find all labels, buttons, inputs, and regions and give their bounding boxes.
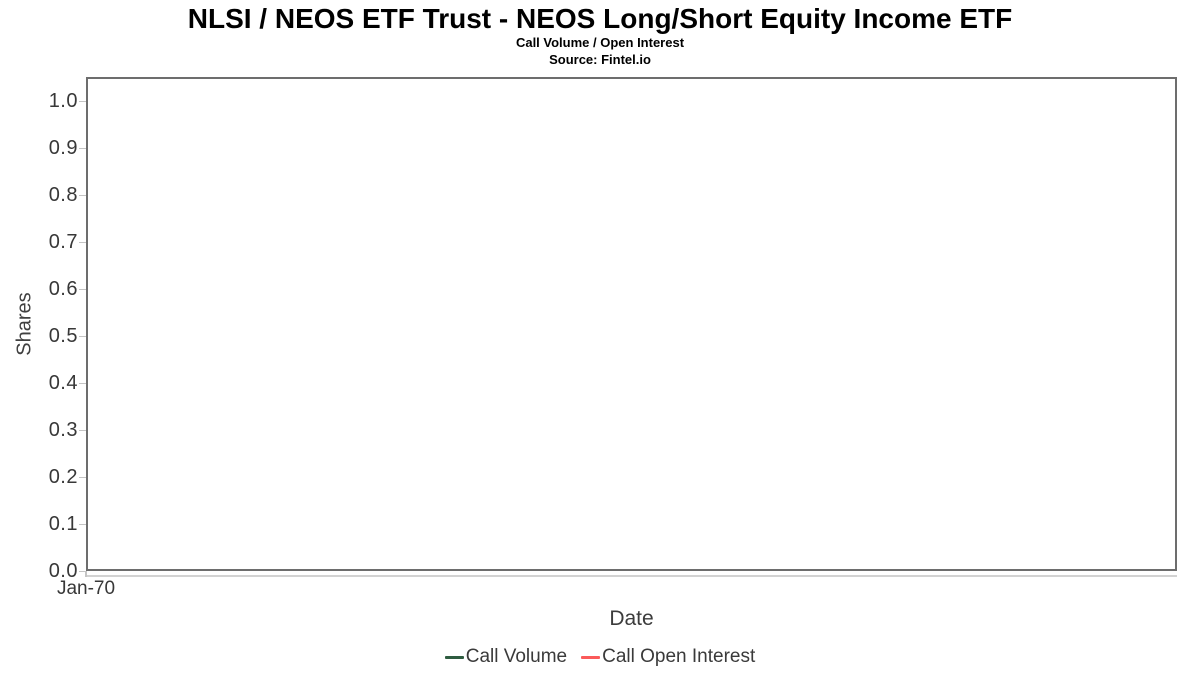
y-tick-label: 0.9 (48, 137, 78, 159)
y-tick-label: 0.2 (48, 466, 78, 488)
y-tick-label: 0.4 (48, 372, 78, 394)
y-tick-mark (79, 383, 86, 384)
y-tick-label: 0.5 (48, 325, 78, 347)
x-axis-line (86, 575, 1177, 577)
y-tick-mark (79, 571, 86, 572)
x-axis-title: Date (609, 607, 654, 630)
chart-source: Source: Fintel.io (549, 52, 651, 67)
y-tick-mark (79, 336, 86, 337)
x-tick-label: Jan-70 (56, 578, 116, 599)
chart-subtitle: Call Volume / Open Interest (515, 35, 685, 50)
y-tick-label: 0.3 (48, 419, 78, 441)
y-axis-title-text: Shares (13, 292, 36, 356)
y-tick-label: 1.0 (48, 90, 78, 112)
y-tick-mark (79, 430, 86, 431)
legend-item-call-volume[interactable]: Call Volume (444, 646, 568, 668)
legend-line-icon (581, 655, 601, 659)
y-tick-mark (79, 195, 86, 196)
legend: Call Volume Call Open Interest (0, 646, 1200, 668)
plot-area (86, 77, 1177, 571)
y-tick-label: 0.1 (48, 513, 78, 535)
y-tick-label: 0.7 (48, 231, 78, 253)
legend-label: Call Volume (465, 646, 568, 667)
y-tick-mark (79, 148, 86, 149)
y-tick-label: 0.8 (48, 184, 78, 206)
y-tick-label: 0.6 (48, 278, 78, 300)
y-tick-mark (79, 477, 86, 478)
y-tick-mark (79, 524, 86, 525)
y-tick-label: 0.0 (48, 560, 78, 582)
y-tick-mark (79, 101, 86, 102)
y-tick-mark (79, 242, 86, 243)
legend-item-call-open-interest[interactable]: Call Open Interest (581, 646, 755, 668)
legend-line-icon (444, 655, 464, 659)
legend-label: Call Open Interest (602, 646, 756, 667)
x-tick-mark (85, 571, 87, 577)
y-tick-mark (79, 289, 86, 290)
chart-title: NLSI / NEOS ETF Trust - NEOS Long/Short … (187, 3, 1013, 34)
